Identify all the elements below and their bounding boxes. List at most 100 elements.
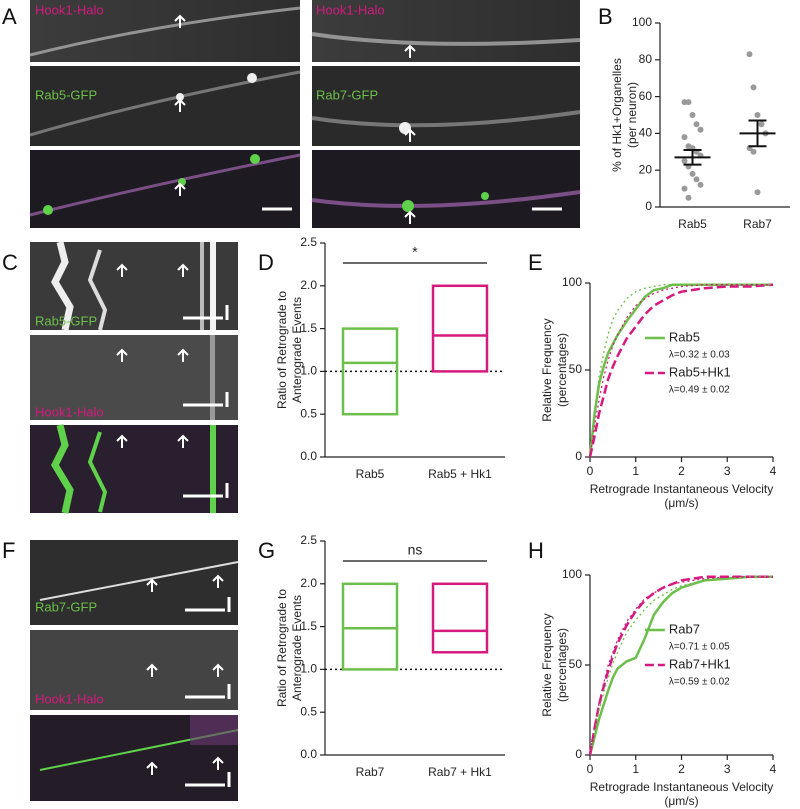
y-axis-label: Relative Frequency xyxy=(540,613,554,716)
data-point xyxy=(750,148,757,155)
data-point xyxy=(750,84,757,91)
y-axis-label: Anterograde Events xyxy=(290,297,304,403)
data-point xyxy=(754,112,761,118)
data-point xyxy=(693,176,700,183)
significance-label: ns xyxy=(408,542,423,558)
y-tick-label: 100 xyxy=(562,567,582,581)
legend-label: Rab7 xyxy=(669,621,700,636)
kymographs-c xyxy=(30,241,238,514)
x-tick-label: 0 xyxy=(587,762,594,776)
series-line xyxy=(589,284,773,458)
y-tick-label: 1.5 xyxy=(300,321,317,335)
y-axis-label: Ratio of Retrograde to xyxy=(275,291,289,409)
series-line xyxy=(589,576,773,756)
legend-note: λ=0.59 ± 0.02 xyxy=(669,677,730,688)
x-tick-label: 2 xyxy=(678,464,685,478)
y-tick-label: 2.0 xyxy=(300,278,317,292)
data-point xyxy=(681,185,688,192)
y-axis-label: Ratio of Retrograde to xyxy=(275,589,289,707)
micrographs-a xyxy=(29,0,581,228)
x-tick-label: Rab7 + Hk1 xyxy=(428,765,492,779)
legend-label: Rab5 xyxy=(669,329,700,344)
series-line xyxy=(588,575,773,756)
image-label: Hook1-Halo xyxy=(316,2,385,17)
legend-label: Rab7+Hk1 xyxy=(669,656,731,671)
data-point xyxy=(689,112,696,118)
box xyxy=(341,582,399,671)
image-label: Hook1-Halo xyxy=(35,691,104,706)
y-axis-label: (percentages) xyxy=(555,333,569,407)
kymographs-f xyxy=(30,540,239,801)
y-axis-label: (percentages) xyxy=(555,628,569,702)
x-tick-label: Rab7 xyxy=(743,217,772,231)
image-label: Rab7-GFP xyxy=(316,87,378,102)
x-tick-label: 4 xyxy=(770,464,777,478)
series-line xyxy=(589,284,773,458)
y-tick-label: 80 xyxy=(639,52,653,66)
image-label: Hook1-Halo xyxy=(35,404,104,419)
y-axis-label: Anterograde Events xyxy=(290,595,304,701)
x-tick-label: 4 xyxy=(770,762,777,776)
series-line xyxy=(588,283,774,458)
y-tick-label: 2.0 xyxy=(300,576,317,590)
y-tick-label: 100 xyxy=(562,275,582,289)
x-axis-label: Retrograde Instantaneous Velocity xyxy=(590,482,773,496)
box xyxy=(431,284,489,373)
y-tick-label: 2.5 xyxy=(300,533,317,547)
x-tick-label: 3 xyxy=(724,464,731,478)
y-tick-label: 2.5 xyxy=(300,235,317,249)
y-tick-label: 0.5 xyxy=(300,704,317,718)
x-tick-label: 3 xyxy=(724,762,731,776)
x-tick-label: 2 xyxy=(678,762,685,776)
data-point xyxy=(754,189,761,196)
error-bar xyxy=(748,119,767,148)
panel-letter: H xyxy=(528,538,544,563)
box xyxy=(341,327,399,416)
panel-letter: D xyxy=(258,250,274,275)
y-tick-label: 1.0 xyxy=(300,662,317,676)
significance-label: * xyxy=(412,244,418,260)
y-tick-label: 0.0 xyxy=(300,747,317,761)
data-point xyxy=(697,181,704,188)
data-point xyxy=(685,99,692,106)
y-tick-label: 0.0 xyxy=(300,449,317,463)
y-tick-label: 0 xyxy=(645,199,652,213)
y-tick-label: 100 xyxy=(632,15,652,29)
x-tick-label: Rab7 xyxy=(356,765,385,779)
y-tick-label: 0 xyxy=(575,449,582,463)
image-label: Rab5-GFP xyxy=(35,87,97,102)
legend-note: λ=0.49 ± 0.02 xyxy=(669,385,730,396)
box xyxy=(431,582,489,654)
series-line xyxy=(589,576,773,756)
legend-note: λ=0.71 ± 0.05 xyxy=(669,642,730,653)
x-tick-label: 1 xyxy=(632,464,639,478)
y-tick-label: 0.5 xyxy=(300,406,317,420)
error-bar xyxy=(683,148,702,166)
data-point xyxy=(689,170,696,177)
image-label: Hook1-Halo xyxy=(35,2,104,17)
y-tick-label: 1.0 xyxy=(300,364,317,378)
y-axis-label: (per neuron) xyxy=(625,82,639,148)
data-point xyxy=(681,158,688,164)
panel-letter: C xyxy=(2,250,18,275)
legend-label: Rab5+Hk1 xyxy=(669,364,731,379)
data-point xyxy=(697,126,704,133)
x-tick-label: Rab5 xyxy=(356,467,385,481)
data-point xyxy=(681,134,688,141)
x-axis-label: (μm/s) xyxy=(664,496,698,510)
panel-letter: E xyxy=(528,250,543,275)
panel-letter: G xyxy=(258,538,275,563)
y-tick-label: 50 xyxy=(569,362,583,376)
y-tick-label: 1.5 xyxy=(300,619,317,633)
y-tick-label: 50 xyxy=(569,657,583,671)
y-tick-label: 60 xyxy=(639,89,653,103)
panel-letter: A xyxy=(2,4,17,29)
series-line xyxy=(588,575,773,756)
series-line xyxy=(588,283,773,458)
data-point xyxy=(685,194,692,201)
data-point xyxy=(758,121,765,128)
y-axis-label: Relative Frequency xyxy=(540,318,554,421)
x-axis-label: Retrograde Instantaneous Velocity xyxy=(590,780,773,794)
y-tick-label: 40 xyxy=(639,126,653,140)
